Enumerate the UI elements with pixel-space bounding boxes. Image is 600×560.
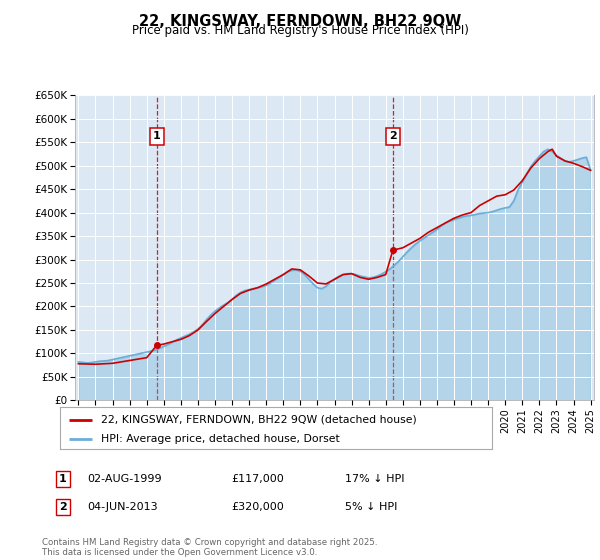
Text: Contains HM Land Registry data © Crown copyright and database right 2025.
This d: Contains HM Land Registry data © Crown c… [42, 538, 377, 557]
Text: HPI: Average price, detached house, Dorset: HPI: Average price, detached house, Dors… [101, 433, 340, 444]
Text: £117,000: £117,000 [231, 474, 284, 484]
Text: £320,000: £320,000 [231, 502, 284, 512]
Text: 17% ↓ HPI: 17% ↓ HPI [345, 474, 404, 484]
Text: Price paid vs. HM Land Registry's House Price Index (HPI): Price paid vs. HM Land Registry's House … [131, 24, 469, 37]
Text: 22, KINGSWAY, FERNDOWN, BH22 9QW (detached house): 22, KINGSWAY, FERNDOWN, BH22 9QW (detach… [101, 415, 417, 424]
Text: 1: 1 [153, 132, 160, 142]
Text: 5% ↓ HPI: 5% ↓ HPI [345, 502, 397, 512]
Text: 2: 2 [59, 502, 67, 512]
Text: 2: 2 [389, 132, 397, 142]
Text: 02-AUG-1999: 02-AUG-1999 [87, 474, 161, 484]
Text: 1: 1 [59, 474, 67, 484]
Text: 04-JUN-2013: 04-JUN-2013 [87, 502, 158, 512]
Text: 22, KINGSWAY, FERNDOWN, BH22 9QW: 22, KINGSWAY, FERNDOWN, BH22 9QW [139, 14, 461, 29]
